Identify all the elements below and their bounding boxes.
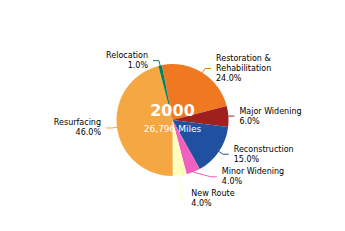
svg-text:26,796 Miles: 26,796 Miles [144,124,202,134]
svg-text:4.0%: 4.0% [222,177,243,186]
svg-text:1.0%: 1.0% [128,61,149,70]
svg-text:Rehabilitation: Rehabilitation [216,64,271,73]
svg-text:Minor Widening: Minor Widening [222,167,284,176]
svg-text:46.0%: 46.0% [76,128,102,137]
svg-text:Resurfacing: Resurfacing [54,118,101,127]
svg-text:Major Widening: Major Widening [239,107,301,116]
svg-text:Relocation: Relocation [106,51,148,60]
svg-text:2000: 2000 [150,101,195,120]
svg-text:New Route: New Route [191,189,234,198]
svg-text:24.0%: 24.0% [216,74,242,83]
svg-text:6.0%: 6.0% [239,117,260,126]
svg-text:Reconstruction: Reconstruction [234,145,294,154]
svg-text:4.0%: 4.0% [191,199,212,208]
svg-text:15.0%: 15.0% [234,155,260,164]
svg-text:Restoration &: Restoration & [216,54,273,63]
